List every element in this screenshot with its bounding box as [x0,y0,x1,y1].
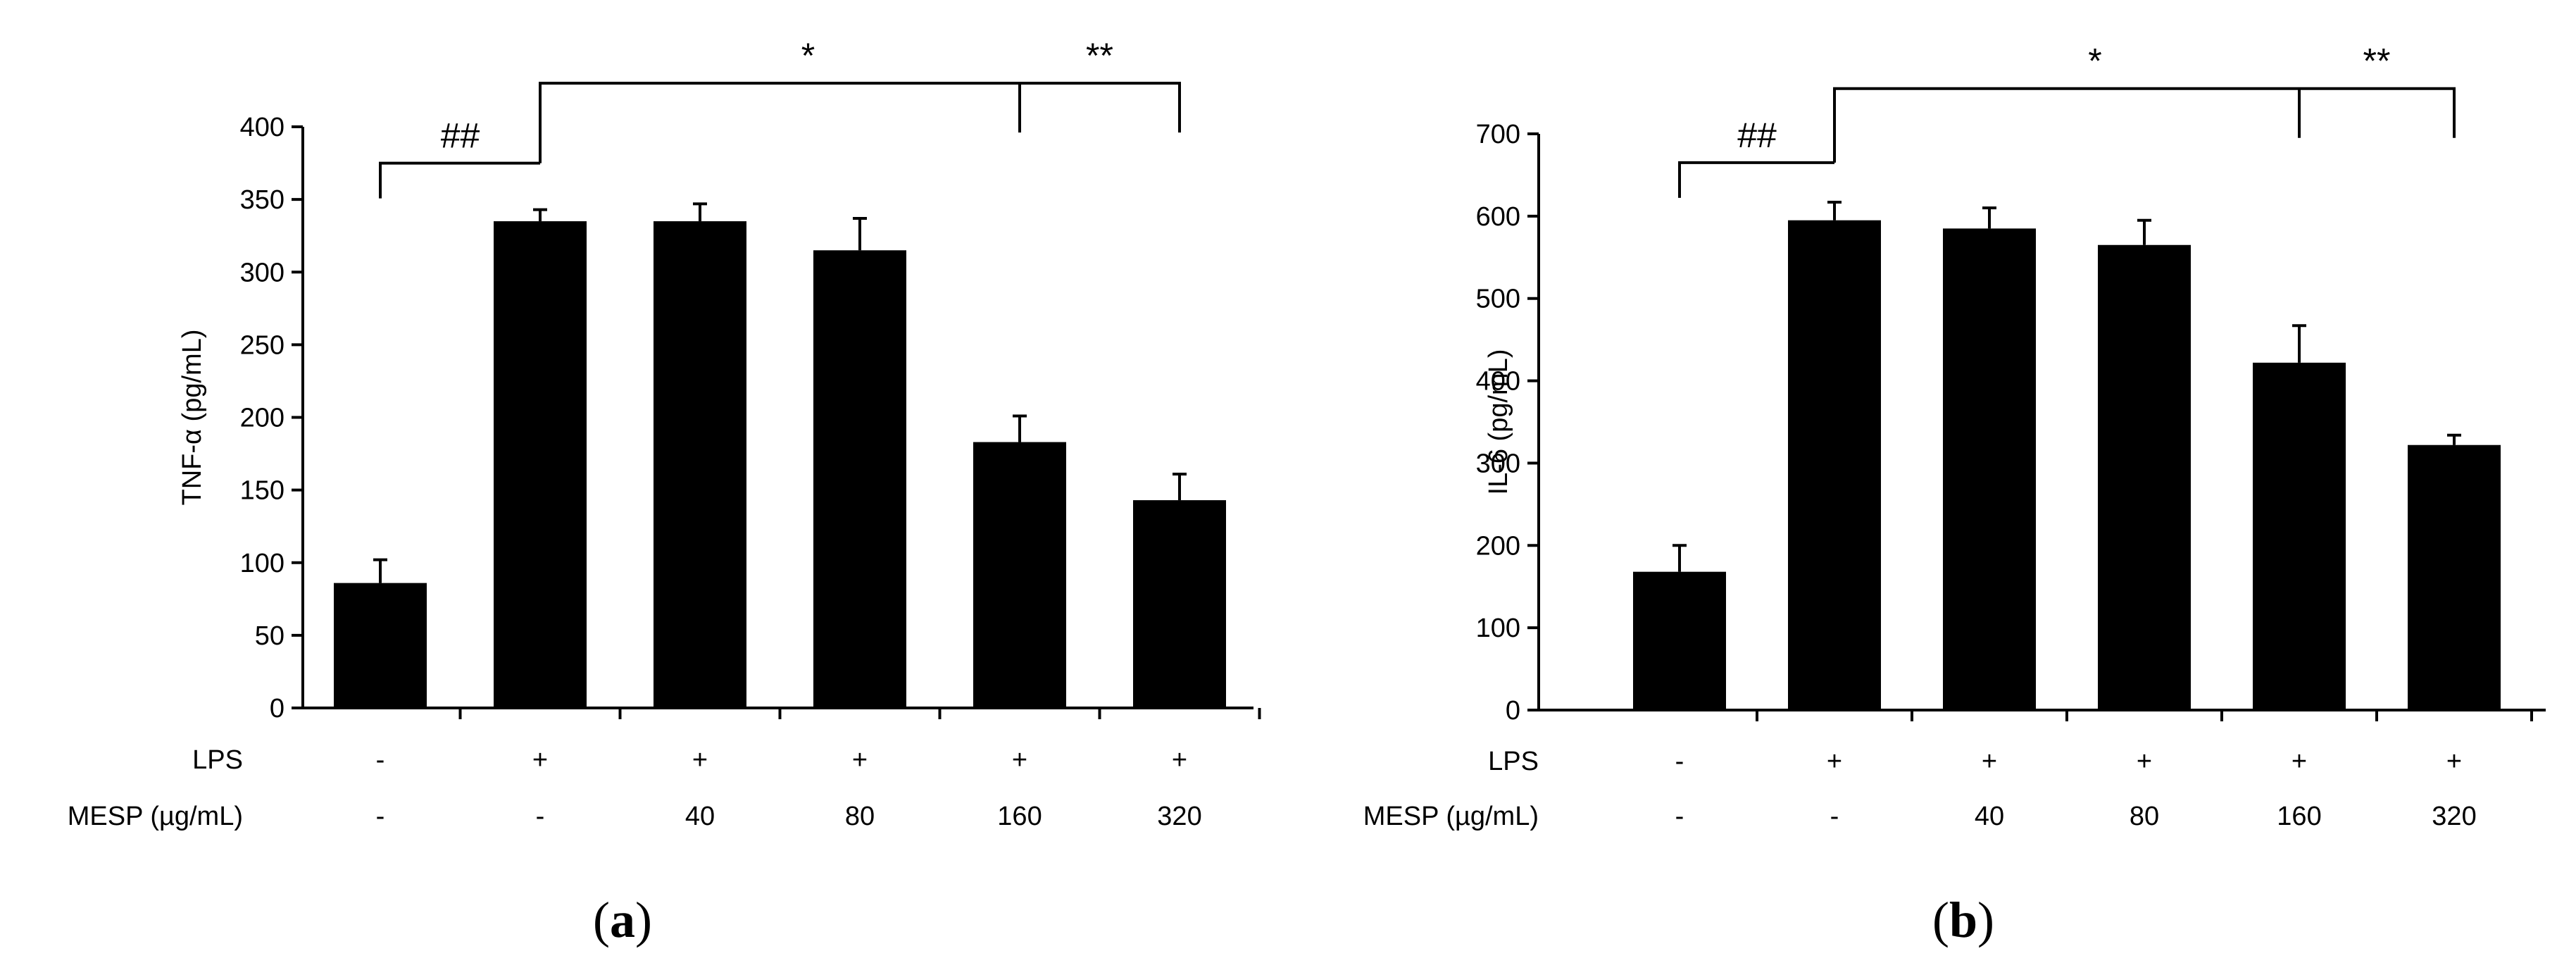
lps-category-label: - [1675,747,1684,776]
mesp-category-label: 160 [997,802,1042,831]
bar [2408,444,2501,710]
lps-category-label: + [532,745,548,775]
y-tick-label: 500 [1476,285,1520,314]
mesp-category-label: 80 [845,802,875,831]
mesp-category-label: - [1830,802,1839,831]
y-tick-label: 300 [240,258,285,287]
y-tick-label: 250 [240,330,285,360]
significance-bracket [1678,161,1834,198]
lps-category-label: + [1982,747,1997,776]
bar [334,583,427,708]
bar [1133,500,1226,708]
mesp-category-label: 320 [2432,802,2476,831]
y-tick-label: 700 [1476,120,1520,149]
lps-category-label: + [2291,747,2307,776]
bar [494,221,587,708]
panel-label: (a) [593,892,652,948]
bar [654,221,746,708]
y-tick-label: 100 [1476,614,1520,643]
mesp-category-label: - [1675,802,1684,831]
mesp-category-label: - [536,802,545,831]
y-tick-label: 100 [240,549,285,578]
bar [2098,244,2191,710]
y-tick-label: 0 [270,694,285,723]
y-tick-label: 200 [240,404,285,433]
mesp-category-label: 80 [2130,802,2159,831]
bar [813,250,906,708]
significance-bracket [1833,87,2456,163]
mesp-category-label: 40 [1975,802,2004,831]
bar [973,442,1066,708]
significance-label: ** [2363,42,2391,81]
lps-category-label: + [2137,747,2152,776]
y-axis-title: IL-6 (pg/mL) [1484,349,1513,495]
lps-row-label: LPS [192,745,243,775]
mesp-row-label: MESP (µg/mL) [1363,802,1539,831]
bar [1633,571,1726,710]
bar [1943,228,2036,710]
significance-label: ## [441,116,480,156]
mesp-category-label: 160 [2277,802,2321,831]
y-tick-label: 300 [1476,449,1520,478]
y-tick-label: 600 [1476,202,1520,232]
lps-category-label: + [1012,745,1027,775]
lps-category-label: + [1172,745,1187,775]
significance-bracket [379,161,540,199]
bar [2253,362,2346,710]
y-tick-label: 150 [240,476,285,506]
significance-label: * [801,36,815,75]
lps-row-label: LPS [1488,747,1539,776]
chart-panel-a: 0 50 100 150 200 250 300 350 400 TNF-α (pg/mL) LPS… [68,36,1261,948]
significance-bracket [539,82,1181,163]
panel-label: (b) [1932,892,1994,948]
significance-label: ## [1737,116,1777,155]
bar [1788,220,1881,710]
significance-label: * [2088,42,2101,81]
y-tick-label: 0 [1506,696,1520,726]
y-tick-label: 50 [255,621,285,651]
y-tick-label: 400 [240,113,285,142]
mesp-category-label: - [376,802,385,831]
mesp-category-label: 40 [685,802,715,831]
lps-category-label: + [852,745,868,775]
y-tick-label: 400 [1476,367,1520,397]
y-tick-label: 350 [240,185,285,215]
chart-panel-b: 0 100 200 300 400 500 600 700 IL-6 (pg/mL) LPS MES… [1363,42,2546,948]
mesp-category-label: 320 [1157,802,1201,831]
y-tick-label: 200 [1476,531,1520,561]
significance-label: ** [1086,36,1113,75]
mesp-row-label: MESP (µg/mL) [68,802,243,831]
y-axis-title: TNF-α (pg/mL) [177,330,207,506]
lps-category-label: + [1827,747,1842,776]
lps-category-label: + [692,745,708,775]
lps-category-label: + [2446,747,2462,776]
lps-category-label: - [376,745,385,775]
